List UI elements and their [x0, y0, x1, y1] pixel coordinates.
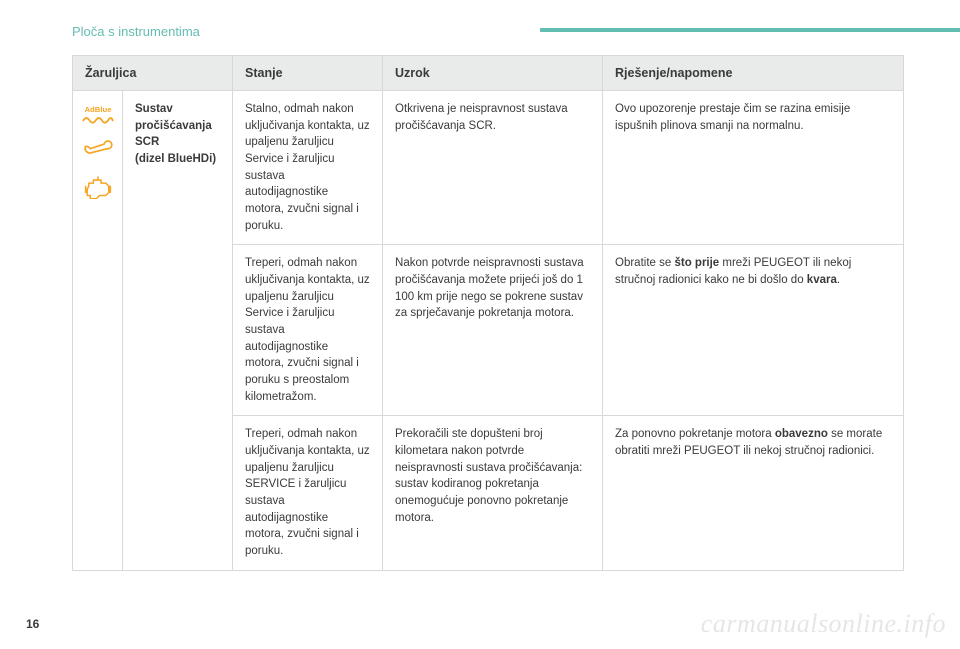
- lamp-name-line2: (dizel BlueHDi): [135, 153, 216, 165]
- svg-text:AdBlue: AdBlue: [84, 105, 112, 114]
- fix-cell: Za ponovno pokretanje motora obavezno se…: [603, 416, 904, 570]
- cause-cell: Nakon potvrde neispravnosti sustava proč…: [383, 245, 603, 416]
- fix-bold: obavezno: [775, 428, 828, 440]
- table-row: AdBlue Sustav pročišćavanja SCR (dizel B…: [73, 91, 904, 245]
- lamp-icon-stack: AdBlue: [85, 101, 110, 199]
- lamp-name-line1: Sustav pročišćavanja SCR: [135, 103, 212, 148]
- engine-icon: [81, 175, 115, 199]
- fix-text: Za ponovno pokretanje motora: [615, 428, 775, 440]
- cause-cell: Prekoračili ste dopušteni broj kilometar…: [383, 416, 603, 570]
- cause-cell: Otkrivena je neispravnost sustava pročiš…: [383, 91, 603, 245]
- lamp-icon-cell: AdBlue: [73, 91, 123, 571]
- wrench-icon: [81, 139, 115, 163]
- watermark: carmanualsonline.info: [701, 609, 946, 639]
- state-cell: Stalno, odmah nakon uključivanja kontakt…: [233, 91, 383, 245]
- manual-page: Ploča s instrumentima Žaruljica Stanje U…: [0, 0, 960, 649]
- col-header-cause: Uzrok: [383, 56, 603, 91]
- fix-bold: što prije: [674, 257, 719, 269]
- page-number: 16: [26, 617, 39, 631]
- warning-lamps-table: Žaruljica Stanje Uzrok Rješenje/napomene…: [72, 55, 904, 571]
- fix-text: .: [837, 274, 840, 286]
- lamp-name-cell: Sustav pročišćavanja SCR (dizel BlueHDi): [123, 91, 233, 571]
- accent-bar: [540, 28, 960, 32]
- col-header-state: Stanje: [233, 56, 383, 91]
- fix-cell: Ovo upozorenje prestaje čim se razina em…: [603, 91, 904, 245]
- fix-bold: kvara: [807, 274, 837, 286]
- table-header-row: Žaruljica Stanje Uzrok Rješenje/napomene: [73, 56, 904, 91]
- fix-text: Obratite se: [615, 257, 674, 269]
- col-header-fix: Rješenje/napomene: [603, 56, 904, 91]
- fix-cell: Obratite se što prije mreži PEUGEOT ili …: [603, 245, 904, 416]
- state-cell: Treperi, odmah nakon uključivanja kontak…: [233, 416, 383, 570]
- adblue-icon: AdBlue: [81, 103, 115, 127]
- col-header-lamp: Žaruljica: [73, 56, 233, 91]
- state-cell: Treperi, odmah nakon uključivanja kontak…: [233, 245, 383, 416]
